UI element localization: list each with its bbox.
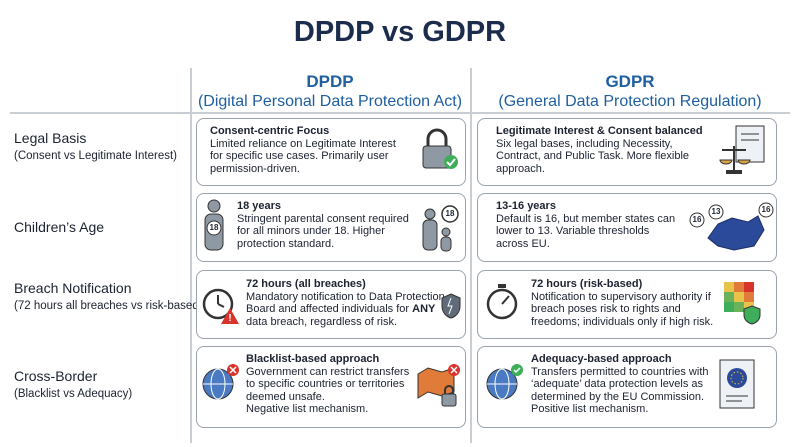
icon-eu-document [719, 359, 755, 409]
cell-text: Blacklist-based approach Government can r… [246, 353, 411, 416]
icon-label: 16 [693, 215, 702, 224]
body: Stringent parental consent required for … [237, 212, 409, 250]
icon-label: 16 [762, 205, 771, 214]
heading: 18 years [237, 200, 282, 212]
body: Limited reliance on Legitimate Interest … [210, 137, 396, 175]
icon-map-lock [417, 364, 460, 407]
column-name: GDPR [605, 72, 655, 91]
cell-text: Consent-centric Focus Limited reliance on… [210, 125, 400, 175]
row-label: Legal Basis (Consent vs Legitimate Intere… [14, 130, 177, 163]
icon-scales [719, 125, 765, 174]
body-part: data breach, regardless of risk. [246, 315, 398, 328]
sublabel: (Blacklist vs Adequacy) [14, 388, 133, 400]
label: Breach Notification [14, 280, 132, 296]
heading: Consent-centric Focus [210, 125, 330, 137]
heading: 13-16 years [496, 200, 556, 212]
cell-text: 72 hours (risk-based) Notification to sup… [531, 278, 721, 328]
icon-timer [486, 284, 518, 320]
row-label: Cross-Border (Blacklist vs Adequacy) [14, 368, 132, 401]
cell [196, 118, 466, 186]
heading: Blacklist-based approach [246, 353, 380, 365]
cell-text: Legitimate Interest & Consent balanced Si… [496, 125, 711, 175]
icon-globe [202, 364, 239, 400]
icon-label: 18 [446, 209, 455, 218]
body: Mandatory notification to Data Protectio… [246, 291, 446, 329]
icon-lock [422, 128, 458, 169]
icon-label: 18 [210, 223, 219, 232]
cell-text: Adequacy-based approach Transfers permitt… [531, 353, 711, 416]
heading: Legitimate Interest & Consent balanced [496, 125, 703, 137]
body: Six legal bases, including Necessity, Co… [496, 137, 689, 175]
icon-globe [486, 364, 523, 400]
sublabel: (72 hours all breaches vs risk-based) [14, 300, 203, 312]
label: Legal Basis [14, 130, 87, 146]
cell [196, 270, 466, 339]
column-subtitle: (General Data Protection Regulation) [498, 93, 762, 110]
icon-parent-child: 18 [422, 205, 459, 252]
body: Notification to supervisory authority if… [531, 290, 714, 328]
svg-text:!: ! [228, 313, 231, 324]
icon-eu-map: 13 16 16 [689, 202, 774, 251]
column-name: DPDP [306, 72, 354, 91]
cell-text: 13-16 years Default is 16, but member sta… [496, 200, 681, 250]
heading: 72 hours (all breaches) [246, 278, 366, 290]
column-header: GDPR (General Data Protection Regulation) [470, 72, 790, 111]
label: Cross-Border [14, 368, 98, 384]
body: Negative list mechanism. [246, 403, 369, 416]
cell-text: 18 years Stringent parental consent requi… [237, 200, 417, 250]
heading: 72 hours (risk-based) [531, 278, 643, 290]
cell [477, 118, 777, 186]
body: Transfers permitted to countries with ‘a… [531, 365, 709, 403]
icon-alarm: ! [202, 288, 239, 324]
body: Government can restrict transfers to spe… [246, 365, 410, 403]
cell-text: 72 hours (all breaches) Mandatory notific… [246, 278, 446, 328]
body-emphasis: ANY [412, 303, 436, 316]
body-part: Mandatory notification to Data Protectio… [246, 290, 445, 316]
divider [190, 68, 192, 443]
row-label: Children’s Age [14, 219, 104, 235]
sublabel: (Consent vs Legitimate Interest) [14, 150, 177, 162]
icon-person: 18 [204, 199, 224, 251]
divider [10, 112, 790, 114]
label: Children’s Age [14, 219, 105, 235]
body: Default is 16, but member states can low… [496, 212, 676, 250]
divider [470, 68, 472, 443]
column-header: DPDP (Digital Personal Data Protection Ac… [190, 72, 470, 111]
icon-shield [441, 293, 461, 319]
icon-label: 13 [712, 207, 721, 216]
cell [196, 193, 466, 262]
icon-risk-matrix [724, 282, 761, 325]
column-subtitle: (Digital Personal Data Protection Act) [197, 93, 463, 110]
row-label: Breach Notification (72 hours all breache… [14, 280, 203, 313]
title: DPDP vs GDPR [293, 16, 507, 48]
body: Positive list mechanism. [531, 403, 649, 416]
heading: Adequacy-based approach [531, 353, 672, 365]
